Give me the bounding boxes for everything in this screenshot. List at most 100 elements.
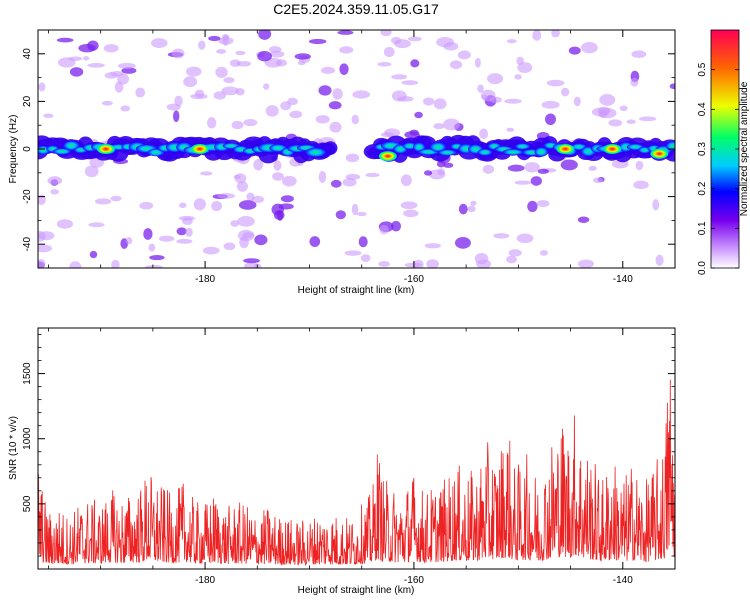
spectrogram-hotspot [603,144,622,154]
spectrogram-noise-blob [394,39,411,49]
spectrogram-noise-blob [380,132,395,138]
spectrogram-noise-blob [638,116,657,122]
spectrogram-noise-blob [487,73,504,85]
spectrogram-noise-blob [599,94,616,106]
spectrogram-hotspot [556,144,575,154]
spectrogram-noise-blob [78,43,96,53]
spectrogram-noise-blob [474,253,489,265]
y-tick-label: -20 [22,189,33,204]
spectrogram-noise-blob [150,38,168,48]
spectrogram-noise-blob [263,83,270,90]
spectrogram-noise-blob [221,86,239,96]
colorbar-tick-label: 0.4 [697,102,708,116]
spectrogram-noise-blob [423,170,433,176]
spectrogram-noise-blob [470,200,477,206]
spectrogram-noise-blob [358,236,368,248]
y-tick-label: 500 [22,495,33,512]
spectrogram-noise-blob [238,200,257,210]
spectrogram-noise-blob [211,200,222,212]
signal-band-core [429,142,447,152]
spectrogram-noise-blob [467,205,476,213]
spectrogram-noise-blob [380,30,392,37]
snr-y-axis: 500 1000 1500 [22,334,675,570]
spectrogram-noise-blob [351,114,359,125]
spectrogram-noise-blob [410,59,420,68]
spectrogram-noise-blob [179,202,187,209]
spectrogram-noise-blob [216,49,227,54]
spectrogram-noise-blob [309,236,321,248]
colorbar-tick-label: 0.2 [697,181,708,195]
spectrogram-noise-blob [626,119,636,124]
x-tick-label: -160 [404,274,424,285]
spectrogram-noise-blob [215,66,228,78]
spectrogram-noise-blob [378,261,390,267]
signal-band-outer [323,141,338,155]
spectrogram-noise-blob [222,34,229,47]
spectrogram-noise-blob [433,98,447,110]
colorbar-tick-label: 0.3 [697,142,708,156]
spectrogram-noise-blob [272,172,284,181]
spectrogram-noise-blob [47,176,63,186]
spectrogram-noise-blob [101,100,113,106]
spectrogram-noise-blob [635,160,644,171]
spectrogram-noise-blob [38,230,46,242]
spectrogram-noise-blob [391,220,402,232]
y-tick-label: 20 [22,95,33,107]
spectrogram-noise-blob [424,243,441,249]
spectrogram-noise-blob [335,210,346,220]
spectrogram-noise-blob [516,233,534,244]
spectrogram-noise-blob [289,110,303,119]
spectrogram-noise-blob [182,217,193,226]
spectrogram-noise-blob [94,198,112,205]
y-tick-label: 40 [22,48,33,60]
spectrogram-noise-blob [139,201,154,210]
spectrogram-noise-blob [477,84,484,93]
signal-band-core [514,143,531,150]
colorbar: 0.0 0.1 0.2 0.3 0.4 0.5 Normalized spectral a… [697,29,750,275]
spectrogram-noise-blob [504,98,522,104]
spectrogram-noise-blob [581,41,598,54]
signal-band-core [52,148,72,155]
spectrogram-noise-blob [185,66,202,77]
spectrogram-noise-blob [537,168,549,174]
spectrogram-noise-blob [158,235,175,242]
spectrogram-noise-blob [545,113,556,126]
spectrogram-noise-blob [443,118,460,131]
spectrogram-noise-blob [619,105,628,111]
spectrogram-noise-blob [69,67,84,77]
spectrogram-noise-blob [190,93,208,100]
spectrogram-noise-blob [342,178,357,187]
colorbar-tick-label: 0.1 [697,221,708,235]
spectrogram-noise-blob [457,50,471,60]
spectrogram-noise-blob [89,250,98,259]
colorbar-label: Normalized spectral amplitude [739,81,750,216]
spectrogram-noise-blob [577,259,595,268]
spectrogram-noise-blob [171,48,185,59]
spectrogram-noise-blob [121,67,137,74]
spectrogram-noise-blob [56,37,74,43]
spectrogram-noise-blob [530,176,542,186]
spectrogram-noise-blob [57,57,76,68]
spectrogram-noise-blob [330,179,342,188]
spectrogram-noise-blob [546,79,565,87]
spectrogram-noise-blob [407,36,422,42]
spectrogram-noise-blob [273,160,282,171]
spectrogram-noise-blob [50,189,59,195]
signal-band-core [618,142,633,152]
spectrogram-noise-blob [280,195,294,203]
spectrogram-noise-blob [202,246,220,255]
spectrogram-noise-blob [379,225,389,235]
spectrogram-noise-blob [506,39,517,44]
spectrogram-noise-blob [517,62,533,73]
spectrogram-noise-blob [506,127,515,132]
spectrogram-noise-blob [223,242,236,251]
spectrogram-noise-blob [633,180,649,190]
snr-y-label: SNR (10 * v/v) [8,416,19,480]
spectrogram-noise-blob [532,30,542,41]
spectrogram-noise-blob [280,101,292,111]
spectrogram-noise-blob [243,262,259,268]
spectrogram-noise-blob [281,175,297,187]
colorbar-tick-label: 0.5 [697,62,708,76]
spectrogram-noise-blob [433,123,445,130]
spectrogram-noise-blob [507,164,525,172]
